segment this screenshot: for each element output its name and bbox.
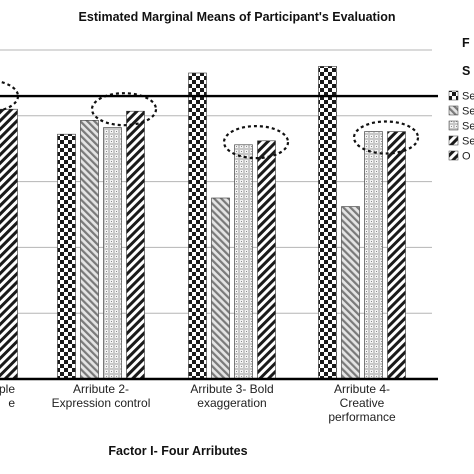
legend-label: Se xyxy=(462,91,474,103)
highlight-ellipse xyxy=(90,92,158,127)
legend-label: Se xyxy=(462,106,474,118)
legend-swatch xyxy=(448,105,459,116)
bar-series-1 xyxy=(318,66,337,380)
x-axis-title: Factor I- Four Arributes xyxy=(108,444,247,458)
legend-title: S xyxy=(462,64,470,78)
x-tick-label: amplee xyxy=(0,382,15,410)
legend-swatch xyxy=(448,120,459,131)
bar-series-2 xyxy=(80,120,99,380)
bar-series-4 xyxy=(257,140,276,380)
bar-series-2 xyxy=(341,206,360,380)
x-tick-label: Arribute 2-Expression control xyxy=(52,382,151,410)
legend-swatch xyxy=(448,150,459,161)
highlight-ellipse xyxy=(352,120,420,155)
legend-swatch xyxy=(448,90,459,101)
bar-series-1 xyxy=(57,133,76,380)
legend-title: F xyxy=(462,36,470,50)
legend-label: O xyxy=(462,151,471,163)
legend-swatch xyxy=(448,135,459,146)
bar-series-4 xyxy=(126,110,145,380)
highlight-ellipse xyxy=(222,125,290,160)
x-tick-label: Arribute 4-Creative performance xyxy=(328,382,396,424)
bar-series-3 xyxy=(234,144,253,380)
bar-series-3 xyxy=(103,127,122,380)
x-tick-label: Arribute 3- Bold exaggeration xyxy=(190,382,273,410)
legend-label: Se xyxy=(462,121,474,133)
bar-series-3 xyxy=(364,131,383,380)
bar-series-4 xyxy=(387,131,406,380)
bar-series-1 xyxy=(188,72,207,380)
bar-series-2 xyxy=(211,197,230,380)
chart-title: Estimated Marginal Means of Participant'… xyxy=(78,10,396,24)
legend-label: Se xyxy=(462,136,474,148)
bar-series-4 xyxy=(0,108,18,380)
